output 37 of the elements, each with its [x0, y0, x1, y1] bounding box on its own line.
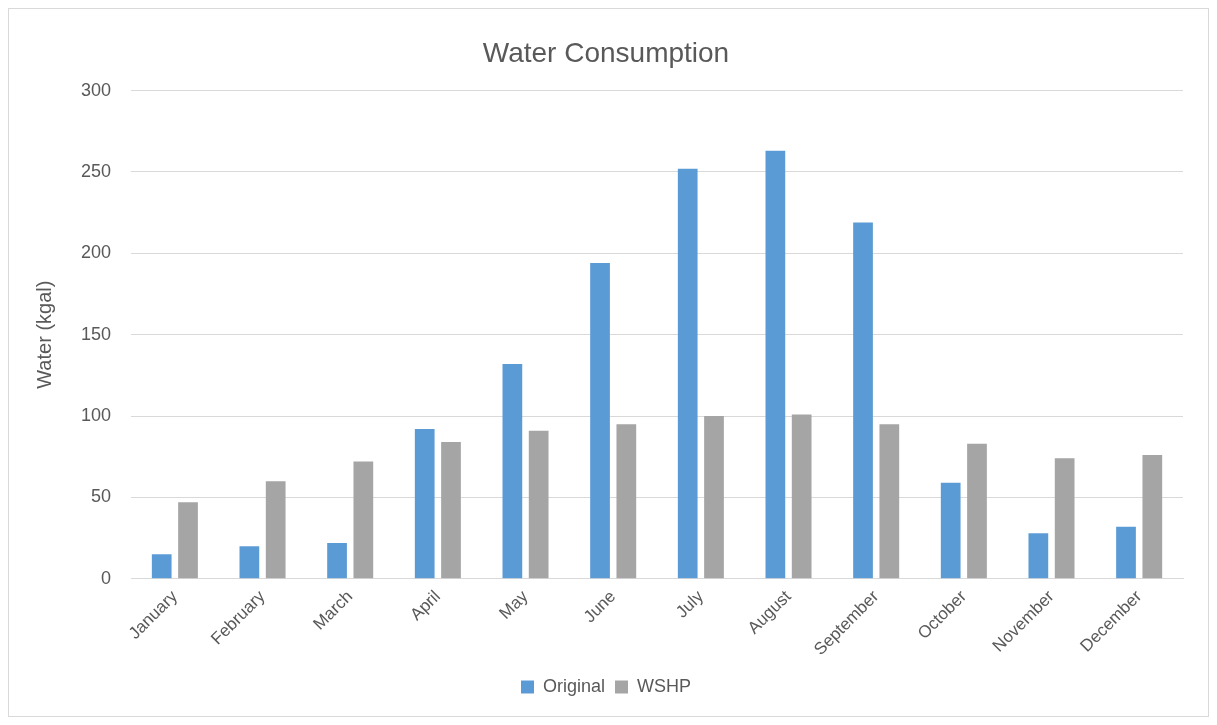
y-axis-title: Water (kgal) [32, 280, 55, 389]
bar [677, 168, 698, 579]
bar [528, 430, 549, 579]
y-tick-label: 200 [80, 242, 112, 263]
bar [765, 150, 786, 579]
bar [967, 443, 987, 579]
bar [265, 481, 286, 579]
x-tick-label: July [672, 586, 708, 622]
bar [616, 424, 637, 579]
legend-label: Original [542, 675, 606, 696]
bar [239, 546, 260, 579]
x-tick-label: May [495, 586, 533, 623]
bar [327, 542, 347, 579]
bar [590, 263, 610, 579]
y-tick-label: 300 [80, 79, 112, 100]
bar [502, 363, 523, 579]
bar [853, 222, 873, 579]
y-tick-label: 50 [91, 486, 112, 507]
bar [441, 442, 461, 579]
bar [704, 416, 724, 579]
bar [879, 424, 900, 579]
bar [1028, 533, 1049, 579]
bar [151, 554, 172, 579]
bar [1054, 458, 1075, 579]
y-tick-label: 100 [80, 405, 112, 426]
y-tick-label: 0 [101, 567, 112, 588]
bar [414, 429, 435, 579]
bar [178, 502, 198, 579]
bar [353, 461, 374, 579]
bar [1142, 455, 1163, 579]
y-tick-label: 150 [80, 323, 112, 344]
chart-title: Water Consumption [482, 36, 730, 68]
bar [791, 414, 812, 579]
y-tick-label: 250 [80, 160, 112, 181]
legend-label: WSHP [637, 675, 692, 696]
bar [940, 482, 961, 579]
bar [1116, 526, 1136, 579]
